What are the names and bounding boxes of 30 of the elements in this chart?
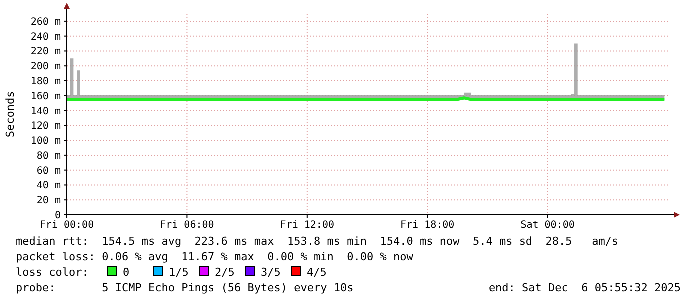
y-tick-label: 180 m bbox=[30, 76, 61, 88]
x-tick-label: Fri 12:00 bbox=[280, 220, 334, 231]
text: probe: 5 ICMP Echo Pings (56 Bytes) every 10s bbox=[16, 282, 354, 294]
legend-title: loss color: bbox=[16, 266, 89, 279]
y-tick-label: 40 m bbox=[36, 180, 61, 192]
legend-label: 2/5 bbox=[215, 266, 235, 279]
y-tick-label: 160 m bbox=[30, 91, 61, 102]
y-tick-label: 20 m bbox=[36, 196, 61, 207]
x-tick-label: Fri 06:00 bbox=[160, 220, 214, 231]
y-tick-label: 120 m bbox=[30, 121, 61, 132]
legend-label: 0 bbox=[123, 266, 130, 279]
legend-label: 4/5 bbox=[307, 266, 327, 279]
x-tick-label: Sat 00:00 bbox=[520, 220, 575, 231]
y-tick-label: 140 m bbox=[30, 106, 61, 118]
y-tick-label: 80 m bbox=[36, 150, 61, 162]
text: median rtt: 154.5 ms avg 223.6 ms max 153.8 ms min 154.0 ms now 5.4 ms sd 28.5 am/s bbox=[16, 235, 619, 248]
x-tick-label: Fri 00:00 bbox=[40, 220, 94, 231]
y-tick-label: 220 m bbox=[30, 46, 61, 58]
text: packet loss: 0.06 % avg 11.67 % max 0.00 % min 0.00 % now bbox=[16, 250, 414, 264]
text: end: Sat Dec 6 05:55:32 2025 bbox=[488, 282, 681, 294]
y-axis-title: Seconds bbox=[4, 91, 17, 138]
legend-label: 1/5 bbox=[169, 266, 189, 279]
y-tick-label: 100 m bbox=[30, 136, 61, 148]
legend-label: 3/5 bbox=[261, 266, 281, 279]
y-tick-label: 260 m bbox=[30, 16, 61, 28]
y-tick-label: 0 bbox=[54, 210, 61, 222]
y-tick-label: 200 m bbox=[30, 62, 61, 73]
y-tick-label: 60 m bbox=[36, 166, 61, 177]
x-tick-label: Fri 18:00 bbox=[400, 220, 455, 231]
y-tick-label: 240 m bbox=[30, 32, 61, 43]
